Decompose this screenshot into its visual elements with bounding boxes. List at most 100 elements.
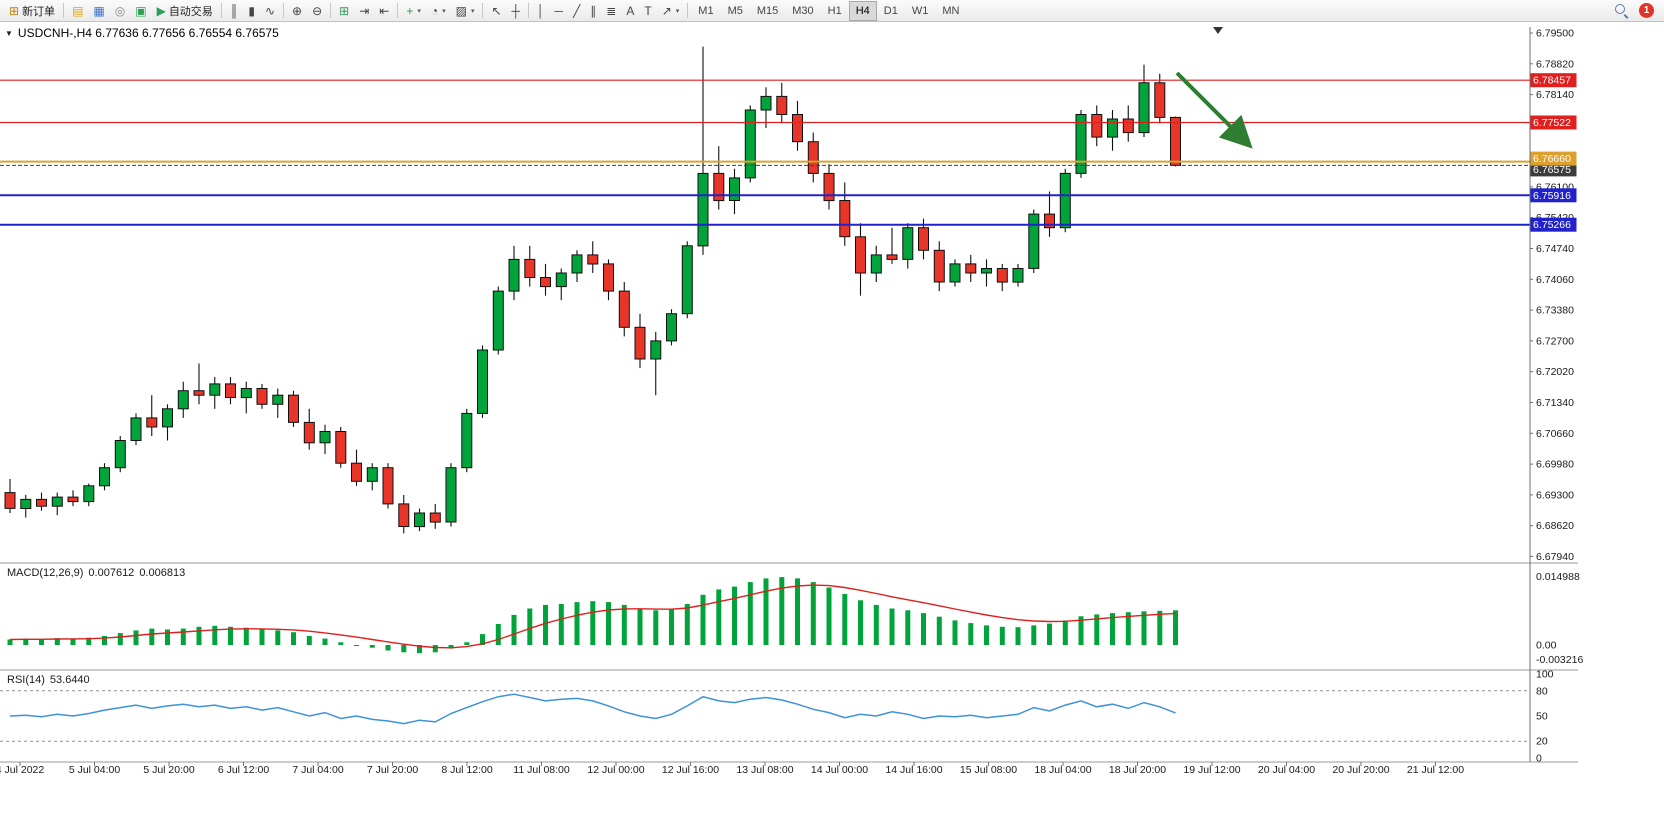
candle-body-down	[918, 227, 929, 251]
level-price-tag-text: 6.76660	[1533, 153, 1571, 165]
arrows-button[interactable]: ↗ ▾	[657, 1, 685, 21]
text-button[interactable]: A	[621, 1, 639, 21]
candle	[1107, 110, 1118, 151]
candle	[1138, 64, 1150, 138]
navigator-button[interactable]: ◎	[110, 1, 130, 21]
candle-body-down	[1154, 82, 1166, 118]
candle	[429, 503, 441, 529]
macd-histogram-bar	[338, 642, 344, 645]
macd-histogram-bar	[1047, 623, 1052, 645]
zoom-in-button[interactable]: ⊕	[287, 1, 307, 21]
timeframe-M5[interactable]: M5	[721, 1, 750, 21]
template-button[interactable]: ▨ ▾	[451, 1, 480, 21]
candle-body-up	[461, 412, 473, 469]
market-watch-button[interactable]: ▤	[67, 1, 88, 21]
candle-body-down	[855, 236, 866, 274]
horizontal-line-button[interactable]: ─	[550, 1, 569, 21]
line-chart-button[interactable]: ∿	[260, 1, 280, 21]
timeframe-W1[interactable]: W1	[905, 1, 936, 21]
candle-body-down	[618, 290, 630, 328]
candle-body-down	[225, 383, 236, 398]
timeframe-M30[interactable]: M30	[785, 1, 820, 21]
macd-histogram-bar	[921, 613, 926, 645]
macd-histogram-bar	[385, 645, 391, 651]
fibonacci-icon: ≣	[606, 3, 617, 18]
candle	[587, 241, 599, 273]
channel-button[interactable]: ∥	[585, 1, 601, 21]
macd-histogram-bar	[7, 639, 13, 645]
candle	[555, 268, 567, 301]
macd-histogram-bar	[700, 594, 706, 645]
timeframe-MN[interactable]: MN	[935, 1, 966, 21]
tile-windows-button[interactable]: ⊞	[334, 1, 354, 21]
channel-icon: ∥	[590, 3, 597, 18]
auto-scroll-button[interactable]: ⇥	[354, 1, 374, 21]
macd-histogram-bar	[1110, 613, 1115, 645]
macd-histogram-bar	[779, 577, 785, 645]
candle-body-up	[1138, 82, 1150, 134]
notification-badge[interactable]: 1	[1639, 3, 1654, 18]
candle-body-down	[603, 263, 614, 292]
new-chart-button[interactable]: + ▾	[401, 1, 426, 21]
timeframe-M1[interactable]: M1	[691, 1, 720, 21]
cursor-button[interactable]: ↖	[486, 1, 506, 21]
timeframe-D1[interactable]: D1	[877, 1, 905, 21]
vertical-line-button[interactable]: │	[532, 1, 550, 21]
macd-histogram-bar	[1173, 610, 1178, 645]
macd-histogram-bar	[606, 602, 611, 645]
dropdown-arrow-icon[interactable]: ▾	[417, 7, 421, 15]
rsi-axis-label: 0	[1536, 753, 1542, 765]
zoom-in-icon: ⊕	[292, 3, 303, 18]
candle-body-up	[1075, 114, 1087, 174]
candle	[1044, 191, 1055, 237]
time-axis-label: 19 Jul 12:00	[1183, 764, 1240, 776]
candle-body-down	[256, 388, 268, 405]
bar-chart-button[interactable]: ║	[225, 1, 244, 21]
trendline-button[interactable]: ╱	[568, 1, 585, 21]
new-order-button[interactable]: ⊞ 新订单	[4, 1, 60, 21]
label-icon: T	[644, 3, 652, 18]
candle	[776, 82, 788, 124]
new-chart-icon: +	[406, 3, 414, 18]
time-axis-label: 20 Jul 04:00	[1258, 764, 1315, 776]
chart-shift-button[interactable]: ⇤	[374, 1, 394, 21]
zoom-out-button[interactable]: ⊖	[307, 1, 327, 21]
timeframe-H1[interactable]: H1	[821, 1, 849, 21]
crosshair-button[interactable]: ┼	[507, 1, 526, 21]
candle	[177, 381, 189, 418]
price-axis-label: 6.79500	[1536, 28, 1574, 40]
chart-canvas[interactable]: 6.795006.788206.781406.774606.767806.761…	[0, 22, 1664, 833]
candle	[162, 404, 173, 441]
candle	[981, 259, 992, 287]
price-axis-background	[1530, 27, 1582, 762]
candle-body-up	[366, 467, 378, 482]
candle-body-down	[288, 394, 299, 423]
candle-body-up	[177, 390, 189, 410]
fibonacci-button[interactable]: ≣	[601, 1, 621, 21]
macd-label: MACD(12,26,9) 0.007612 0.006813	[7, 567, 185, 579]
toolbox-button[interactable]: ▣	[130, 1, 151, 21]
dropdown-arrow-icon[interactable]: ▾	[675, 7, 680, 15]
macd-histogram-bar	[873, 604, 879, 645]
candle-body-up	[666, 313, 677, 342]
timeframe-H4[interactable]: H4	[848, 0, 877, 21]
candle	[351, 449, 362, 486]
vertical-line-icon: │	[537, 3, 545, 18]
candle	[760, 87, 772, 129]
dropdown-arrow-icon[interactable]: ▾	[442, 7, 446, 15]
search-icon[interactable]	[1614, 3, 1629, 18]
period-button[interactable]: ◔ ▾	[426, 1, 451, 21]
candle	[996, 263, 1008, 292]
algo-trading-button[interactable]: ▶ 自动交易	[152, 1, 218, 21]
candlestick-chart-button[interactable]: ▮	[243, 1, 260, 21]
dropdown-arrow-icon[interactable]: ▾	[470, 7, 475, 15]
data-window-button[interactable]: ▦	[88, 1, 109, 21]
label-button[interactable]: T	[639, 1, 656, 21]
collapse-arrow-icon[interactable]: ▼	[5, 28, 13, 38]
line-chart-icon: ∿	[264, 3, 275, 18]
rsi-axis-label: 80	[1536, 685, 1548, 697]
chart-shift-marker[interactable]	[1213, 27, 1223, 34]
trend-arrow-annotation[interactable]	[1175, 71, 1253, 149]
timeframe-M15[interactable]: M15	[750, 1, 785, 21]
